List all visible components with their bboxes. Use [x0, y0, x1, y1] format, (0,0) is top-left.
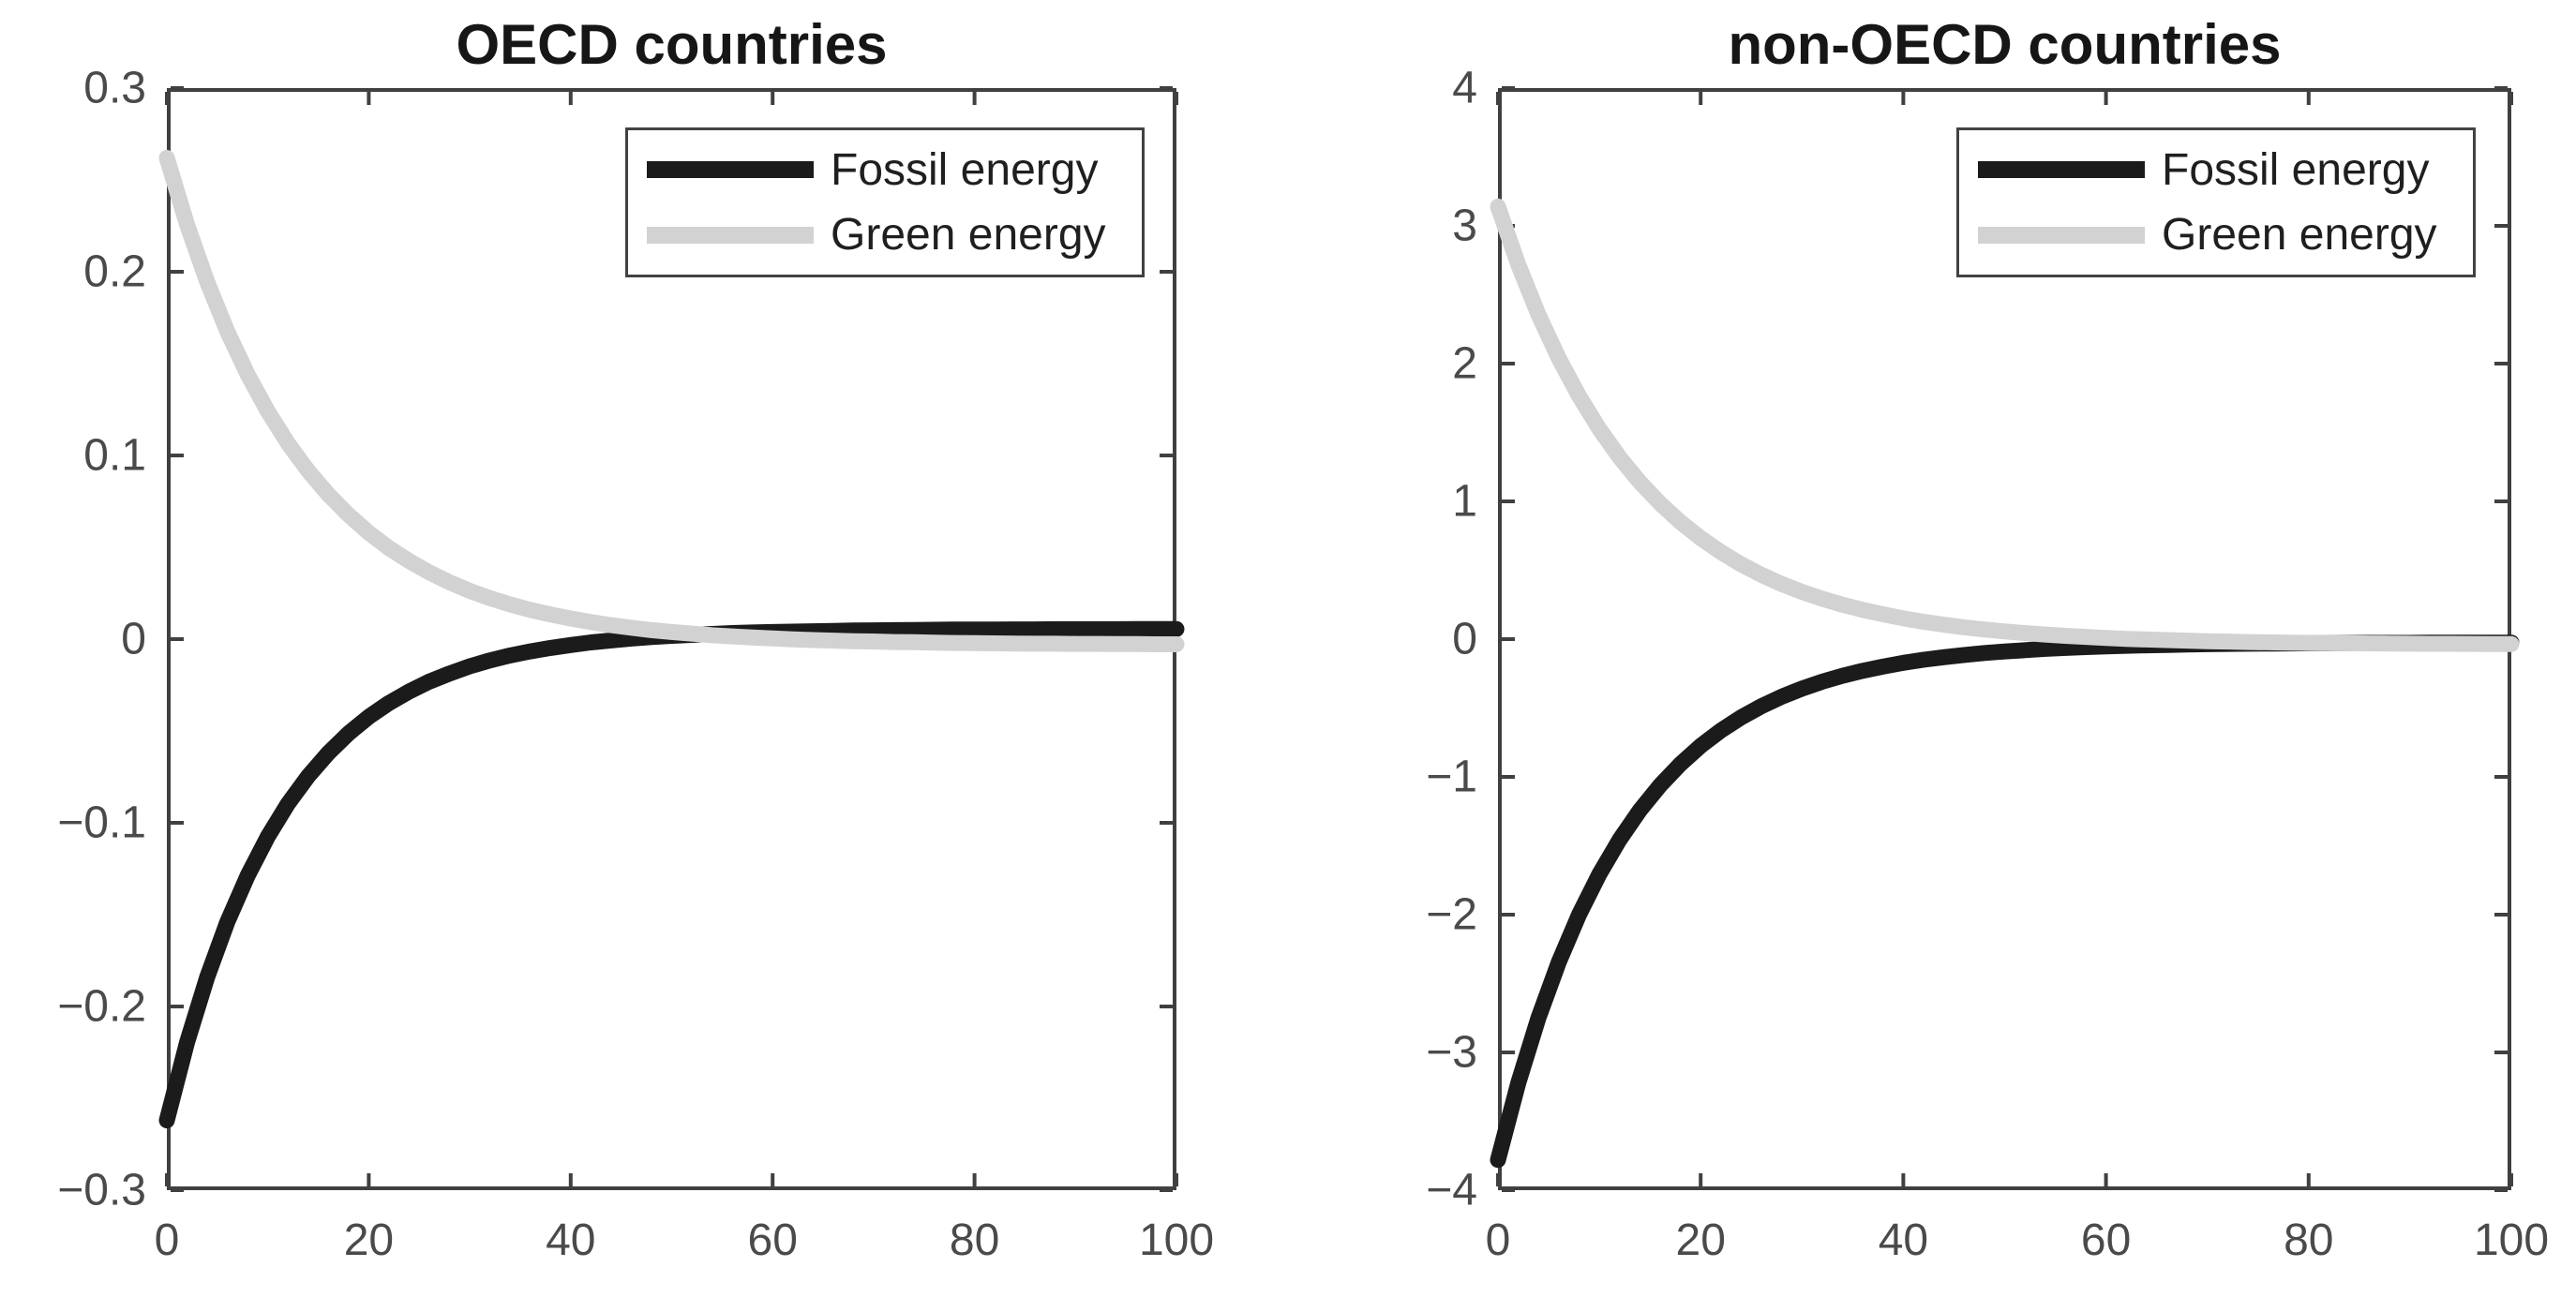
legend-entry-green-energy: Green energy	[1959, 209, 2473, 261]
x-tick-label: 60	[2080, 1215, 2132, 1265]
x-tick-label: 80	[949, 1215, 1000, 1265]
y-tick-label: 4	[1452, 63, 1477, 113]
x-tick-label: 80	[2284, 1215, 2334, 1265]
x-tick-label: 100	[1138, 1215, 1215, 1265]
legend-entry-fossil-energy: Fossil energy	[1959, 144, 2473, 196]
legend-entry-green-energy: Green energy	[628, 209, 1142, 261]
y-tick-label: 0.3	[83, 63, 146, 113]
y-tick-label: −2	[1426, 889, 1477, 940]
green-energy-line-swatch	[647, 226, 814, 244]
x-tick-label: 60	[747, 1215, 798, 1265]
legend-label: Fossil energy	[831, 144, 1099, 195]
plot-area	[158, 86, 1185, 1192]
x-tick-label: 40	[1878, 1215, 1929, 1265]
y-tick-label: 0.2	[83, 246, 146, 297]
y-tick-label: 0	[121, 614, 146, 664]
fossil-energy-line-swatch	[647, 161, 814, 179]
y-tick-label: 0.1	[83, 430, 146, 481]
fossil-energy-line	[1490, 634, 2520, 1169]
non-oecd-chart-panel: non-OECD countries −4 −3 −2 −1 0 1 2 3 4 0 20 40 60…	[1426, 13, 2549, 1265]
green-energy-line	[1490, 198, 2520, 652]
y-tick-label: 1	[1452, 476, 1477, 527]
oecd-chart-panel: OECD countries −0.3 −0.2 −0.1 0 0.1 0.2 0.3 0 2…	[57, 13, 1214, 1265]
y-tick-label: −0.2	[57, 981, 146, 1032]
legend-label: Green energy	[2162, 210, 2437, 261]
y-tick-label: −1	[1426, 752, 1477, 802]
y-tick-label: −4	[1426, 1165, 1477, 1215]
green-energy-line-swatch	[1978, 226, 2145, 244]
chart-title: OECD countries	[456, 13, 888, 76]
x-tick-label: 40	[546, 1215, 596, 1265]
chart-title: non-OECD countries	[1728, 13, 2282, 76]
fossil-energy-line-swatch	[1978, 161, 2145, 179]
fossil-energy-line	[158, 620, 1185, 1128]
green-energy-line	[158, 150, 1185, 652]
legend-label: Green energy	[831, 210, 1106, 261]
legend: Fossil energy Green energy	[1956, 127, 2476, 277]
legend-label: Fossil energy	[2162, 144, 2430, 195]
y-tick-label: −0.1	[57, 798, 146, 848]
x-tick-label: 20	[343, 1215, 395, 1265]
legend-entry-fossil-energy: Fossil energy	[628, 144, 1142, 196]
y-tick-label: 0	[1452, 614, 1477, 664]
y-tick-label: −3	[1426, 1027, 1477, 1078]
y-tick-label: −0.3	[57, 1165, 146, 1215]
y-tick-label: 3	[1452, 201, 1477, 251]
y-tick-label: 2	[1452, 338, 1477, 389]
x-tick-label: 0	[1485, 1215, 1511, 1265]
plot-area	[1490, 86, 2520, 1192]
x-tick-label: 100	[2473, 1215, 2550, 1265]
x-tick-label: 20	[1675, 1215, 1726, 1265]
legend: Fossil energy Green energy	[625, 127, 1145, 277]
x-tick-label: 0	[154, 1215, 180, 1265]
